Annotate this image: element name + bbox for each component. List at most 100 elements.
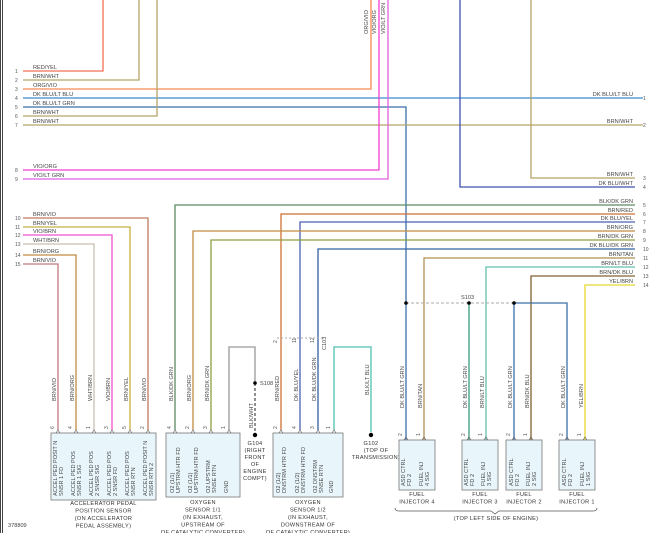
wire-label: BRN/WHT bbox=[607, 119, 634, 125]
wire-right-8 bbox=[192, 230, 635, 430]
connector-pin-number: 1 bbox=[577, 433, 583, 436]
left-pin-number: 5 bbox=[15, 105, 18, 111]
wire-label: BLK/LT BLU bbox=[365, 364, 371, 395]
wire-label: BRN/DK GRN bbox=[598, 234, 633, 240]
ground-id: G104 bbox=[248, 441, 263, 447]
terminal-icon bbox=[297, 429, 303, 434]
ground-icon bbox=[368, 432, 374, 438]
connector-pin-number: 2 bbox=[559, 433, 565, 436]
wire-o2-11-gnd bbox=[228, 346, 256, 430]
terminal-icon bbox=[483, 436, 489, 441]
connector-caption: (IN EXHAUST, bbox=[183, 515, 223, 521]
pin-function: ASD CTRL bbox=[401, 458, 407, 486]
connector-wire-label: DK BLU/LT GRN bbox=[508, 366, 514, 408]
pin-function: 2 SIG bbox=[532, 472, 538, 486]
wire-label: BRN/RED bbox=[608, 208, 633, 214]
wire-right-7 bbox=[299, 221, 635, 430]
right-pin-number: 8 bbox=[643, 229, 646, 235]
injector-group-caption: (TOP LEFT SIDE OF ENGINE) bbox=[454, 516, 539, 522]
wire-inj1-asd bbox=[514, 302, 568, 440]
connector-caption: DOWNSTREAM OF bbox=[281, 523, 336, 529]
wire-label: YEL/BRN bbox=[609, 279, 633, 285]
left-pin-number: 15 bbox=[15, 262, 21, 268]
connector-caption: ACCELERATOR PEDAL bbox=[70, 501, 136, 507]
connector-pin-number: 5 bbox=[122, 426, 128, 429]
left-pin-number: 10 bbox=[15, 216, 21, 222]
right-pin-number: 14 bbox=[643, 283, 649, 289]
connector-4 bbox=[398, 439, 436, 491]
wire-left-6 bbox=[23, 0, 158, 117]
pin-function: FUEL INJ bbox=[580, 462, 586, 486]
wire-right-14 bbox=[584, 284, 635, 440]
terminal-icon bbox=[226, 429, 232, 434]
connector-pin-number: 3 bbox=[104, 426, 110, 429]
terminal-icon bbox=[564, 436, 570, 441]
pin-function: UPSTRM HTR FD bbox=[194, 447, 200, 493]
pin-function: ACCEL PED POSIT N bbox=[143, 441, 149, 496]
terminal-icon bbox=[403, 436, 409, 441]
wire-right-11 bbox=[423, 257, 635, 440]
right-pin-number: 3 bbox=[643, 176, 646, 182]
left-pin-number: 9 bbox=[15, 177, 18, 183]
wire-left-13 bbox=[23, 243, 95, 430]
wire-label: RED/YEL bbox=[33, 65, 57, 71]
left-pin-number: 11 bbox=[15, 225, 20, 231]
ground-id: G102 bbox=[364, 441, 379, 447]
wire-label: BRN/WHT bbox=[33, 110, 60, 116]
pin-function: ASD CTRL bbox=[562, 458, 568, 486]
terminal-icon bbox=[582, 436, 588, 441]
splice-s108-dot bbox=[253, 381, 257, 385]
connector-caption: FUEL bbox=[409, 492, 425, 498]
terminal-icon bbox=[91, 429, 97, 434]
ground-caption: (TOP OF bbox=[364, 448, 389, 454]
wire-label: ORG/VIO bbox=[33, 83, 58, 89]
pin-function: O2 (1/1) bbox=[188, 472, 194, 493]
pin-function: FD 2 bbox=[568, 474, 574, 486]
left-pin-number: 13 bbox=[15, 242, 21, 248]
connector-wire-label: BRN/VIO bbox=[52, 377, 58, 401]
wire-label: DK BLU/LT BLU bbox=[33, 92, 73, 98]
connector-pin-number: 3 bbox=[203, 426, 209, 429]
connector-wire-label: BRN/ORG bbox=[187, 375, 193, 401]
pin-function: 3 SIG bbox=[487, 472, 493, 486]
ground-caption: (RIGHT bbox=[244, 448, 265, 454]
connector-wire-label: VIO/BRN bbox=[106, 378, 112, 401]
terminal-icon bbox=[278, 429, 284, 434]
connector-caption: POSITION SENSOR bbox=[75, 509, 131, 515]
pin-function: ASD CTRL bbox=[509, 458, 515, 486]
pin-function: SNSE RTN bbox=[319, 465, 325, 493]
wire-right-12 bbox=[485, 266, 635, 440]
connector-wire-label: DK BLU/YEL bbox=[294, 369, 300, 401]
pin-function: ACCEL PED POSIT N bbox=[53, 441, 59, 496]
connector-wire-label: DK BLU/DK GRN bbox=[312, 357, 318, 401]
wire-label: DK BLU/DK GRN bbox=[589, 243, 633, 249]
pin-function: 2 SNSR FD bbox=[113, 467, 119, 496]
c103-pin: 11 bbox=[292, 338, 298, 343]
connector-wire-label: BRN/YEL bbox=[124, 377, 130, 401]
left-pin-number: 14 bbox=[15, 253, 21, 259]
wire-left-15 bbox=[23, 263, 59, 430]
left-pin-number: 7 bbox=[15, 123, 18, 129]
pin-function: SNSR RTN bbox=[131, 468, 137, 497]
right-pin-number: 6 bbox=[643, 212, 646, 218]
c103-label: C103 bbox=[322, 337, 328, 350]
right-pin-number: 12 bbox=[643, 265, 649, 271]
connector-pin-number: 6 bbox=[50, 426, 56, 429]
ground-icon bbox=[252, 432, 258, 438]
wire-label: BRN/LT BLU bbox=[601, 261, 633, 267]
connector-wire-label: DK BLU/LT GRN bbox=[400, 366, 406, 408]
connector-pin-number: 1 bbox=[523, 433, 529, 436]
connector-wire-label: BLK/DK GRN bbox=[169, 367, 175, 401]
wire-label: BRN/TAN bbox=[609, 252, 633, 258]
connector-pin-number: 2 bbox=[273, 426, 279, 429]
wire-label: BRN/VIO bbox=[33, 212, 57, 218]
pin-function: SNSR 1 SIG bbox=[77, 465, 83, 496]
connector-caption: PEDAL ASSEMBLY) bbox=[76, 524, 132, 530]
connector-pin-number: 1 bbox=[326, 426, 332, 429]
pin-function: DNSTRM HTR FD bbox=[282, 447, 288, 493]
connector-caption: OF CATALYTIC CONVERTER) bbox=[266, 530, 350, 533]
c103-pin: 2 bbox=[273, 340, 279, 343]
connector-caption: OF CATALYTIC CONVERTER) bbox=[161, 530, 245, 533]
connector-wire-label: DK BLU/LT GRN bbox=[561, 366, 567, 408]
wire-right-10 bbox=[317, 248, 635, 430]
